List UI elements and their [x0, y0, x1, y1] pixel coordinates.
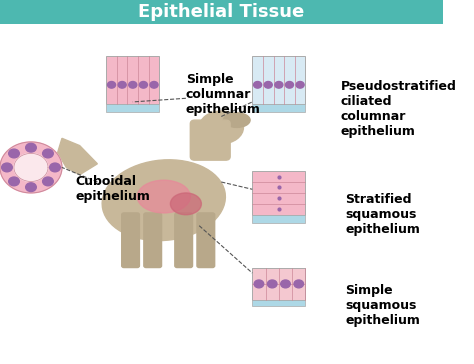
Circle shape — [26, 143, 36, 152]
FancyBboxPatch shape — [252, 171, 305, 215]
FancyBboxPatch shape — [122, 213, 139, 268]
Circle shape — [43, 177, 53, 186]
FancyBboxPatch shape — [191, 120, 230, 160]
FancyBboxPatch shape — [106, 56, 159, 104]
Circle shape — [254, 280, 264, 288]
Circle shape — [150, 82, 158, 88]
Polygon shape — [0, 142, 62, 193]
Text: Simple
columnar
epithelium: Simple columnar epithelium — [186, 73, 261, 116]
Circle shape — [108, 82, 116, 88]
Circle shape — [275, 82, 283, 88]
Circle shape — [9, 149, 19, 158]
Text: Cuboidal
epithelium: Cuboidal epithelium — [75, 175, 150, 203]
Text: Simple
squamous
epithelium: Simple squamous epithelium — [345, 284, 420, 327]
Ellipse shape — [224, 113, 250, 127]
FancyBboxPatch shape — [175, 213, 192, 268]
Circle shape — [43, 149, 53, 158]
Circle shape — [264, 82, 272, 88]
Ellipse shape — [137, 180, 191, 213]
Circle shape — [50, 163, 60, 172]
FancyBboxPatch shape — [252, 56, 305, 104]
Circle shape — [118, 82, 126, 88]
Circle shape — [254, 82, 262, 88]
Circle shape — [281, 280, 290, 288]
Polygon shape — [57, 138, 97, 175]
Text: Pseudostratified
ciliated
columnar
epithelium: Pseudostratified ciliated columnar epith… — [341, 80, 456, 138]
Circle shape — [129, 82, 137, 88]
Ellipse shape — [199, 111, 244, 144]
FancyBboxPatch shape — [252, 300, 305, 306]
Circle shape — [9, 177, 19, 186]
Polygon shape — [14, 154, 48, 181]
Text: Epithelial Tissue: Epithelial Tissue — [138, 3, 304, 21]
FancyBboxPatch shape — [197, 213, 215, 268]
FancyBboxPatch shape — [144, 213, 162, 268]
Ellipse shape — [102, 160, 225, 241]
Circle shape — [294, 280, 303, 288]
Circle shape — [267, 280, 277, 288]
Circle shape — [2, 163, 12, 172]
Text: Stratified
squamous
epithelium: Stratified squamous epithelium — [345, 193, 420, 236]
Circle shape — [285, 82, 293, 88]
Circle shape — [296, 82, 304, 88]
FancyBboxPatch shape — [252, 268, 305, 300]
Circle shape — [26, 183, 36, 191]
Ellipse shape — [171, 193, 201, 215]
FancyBboxPatch shape — [0, 0, 443, 24]
Circle shape — [139, 82, 147, 88]
FancyBboxPatch shape — [252, 215, 305, 223]
FancyBboxPatch shape — [106, 104, 159, 112]
FancyBboxPatch shape — [252, 104, 305, 112]
